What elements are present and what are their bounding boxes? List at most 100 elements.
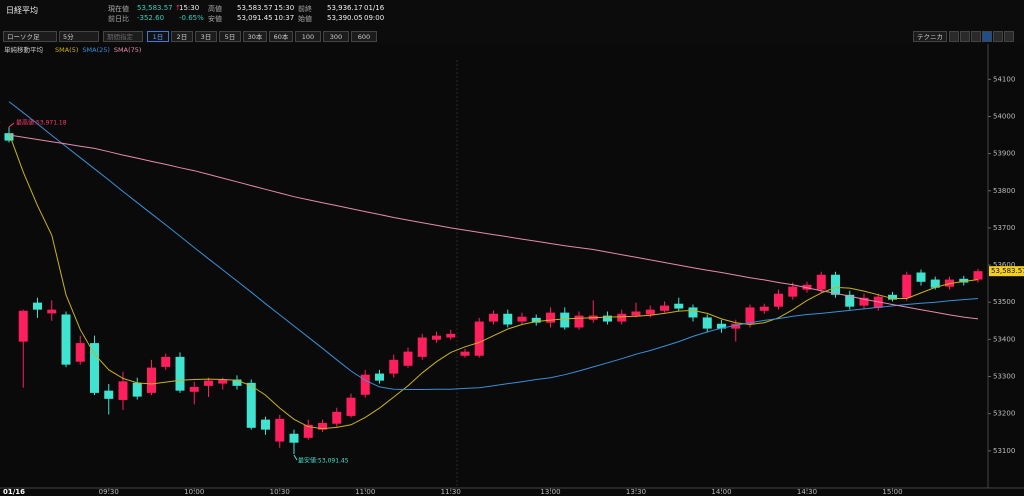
quote-value: 53,583.57 bbox=[237, 4, 273, 12]
x-tick-label: 15:00 bbox=[882, 488, 902, 496]
candle-body bbox=[688, 307, 698, 318]
candle-body bbox=[731, 323, 741, 329]
candle-body bbox=[132, 382, 142, 397]
icon[interactable] bbox=[960, 31, 970, 42]
candle-body bbox=[4, 133, 14, 141]
icon[interactable] bbox=[971, 31, 981, 42]
candle-body bbox=[702, 317, 712, 329]
low-annotation: 最安値:53,091.45 bbox=[298, 457, 349, 465]
period-button[interactable]: 2日 bbox=[171, 31, 193, 42]
y-tick-label: 53600 bbox=[993, 261, 1015, 269]
y-tick-label: 53300 bbox=[993, 373, 1015, 381]
candle-body bbox=[360, 374, 370, 395]
candle-body bbox=[204, 380, 213, 386]
x-tick-label: 14:30 bbox=[797, 488, 817, 496]
quote-extra: 01/16 bbox=[364, 4, 385, 12]
x-tick-label: 10:30 bbox=[270, 488, 290, 496]
y-tick-label: 53900 bbox=[993, 150, 1015, 158]
legend-entry: SMA(25) bbox=[82, 46, 110, 54]
legend-entry: SMA(75) bbox=[114, 46, 142, 54]
period-button[interactable]: 60本 bbox=[269, 31, 293, 42]
interval[interactable]: 5分 bbox=[59, 31, 99, 42]
candle-body bbox=[332, 411, 342, 424]
y-tick-label: 53400 bbox=[993, 335, 1015, 343]
candle-body bbox=[346, 397, 356, 416]
candle-body bbox=[189, 386, 199, 392]
period-button[interactable]: 5日 bbox=[219, 31, 241, 42]
candle-body bbox=[660, 305, 669, 311]
quote-label: 前日比 bbox=[108, 15, 129, 23]
candle-body bbox=[745, 307, 755, 325]
quote-extra: 15:30 bbox=[179, 4, 200, 12]
candle-body bbox=[574, 315, 584, 328]
y-tick-label: 54000 bbox=[993, 112, 1015, 120]
candle-body bbox=[788, 286, 798, 297]
x-tick-label: 13:30 bbox=[626, 488, 646, 496]
candle-body bbox=[104, 390, 114, 399]
candle-body bbox=[375, 373, 384, 381]
y-tick-label: 53800 bbox=[993, 187, 1015, 195]
candle-body bbox=[147, 367, 156, 393]
candle-body bbox=[161, 356, 171, 367]
candle-body bbox=[916, 272, 926, 282]
candle-body bbox=[959, 278, 969, 283]
quote-label: 前終 bbox=[298, 5, 312, 13]
candle-body bbox=[645, 309, 655, 315]
icon[interactable] bbox=[993, 31, 1003, 42]
quote-label: 安値 bbox=[208, 15, 222, 23]
candle-body bbox=[973, 271, 983, 280]
candle-body bbox=[859, 297, 869, 306]
candle-body bbox=[389, 359, 399, 374]
high-annotation: 最高値:53,971.18 bbox=[16, 119, 67, 127]
x-tick-label: 13:00 bbox=[540, 488, 560, 496]
last-price-box bbox=[989, 266, 1024, 277]
candle-body bbox=[489, 313, 498, 322]
y-tick-label: 53200 bbox=[993, 410, 1015, 418]
title: 日経平均 bbox=[6, 6, 38, 15]
candle-body bbox=[902, 274, 912, 298]
sma-line bbox=[8, 134, 979, 320]
candle-body bbox=[945, 279, 954, 287]
icon[interactable] bbox=[949, 31, 959, 42]
quote-extra: 15:30 bbox=[274, 4, 295, 12]
candle-body bbox=[61, 314, 71, 365]
candle-body bbox=[90, 343, 99, 393]
x-tick-label: 11:30 bbox=[441, 488, 461, 496]
candle-body bbox=[845, 294, 855, 307]
candle-body bbox=[18, 310, 28, 342]
candle-body bbox=[546, 312, 555, 323]
candle-body bbox=[47, 309, 57, 314]
candle-body bbox=[603, 315, 612, 322]
period-button[interactable]: 3日 bbox=[195, 31, 217, 42]
x-tick-label: 14:00 bbox=[711, 488, 731, 496]
quote-value: 53,390.05 bbox=[327, 14, 363, 22]
y-tick-label: 53100 bbox=[993, 447, 1015, 455]
candle-body bbox=[118, 381, 128, 400]
candle-body bbox=[759, 306, 769, 311]
candle-body bbox=[802, 284, 812, 290]
quote-value: 53,583.57 bbox=[137, 4, 173, 12]
sma-line bbox=[8, 101, 979, 390]
candle-body bbox=[303, 424, 313, 438]
y-tick-label: 53700 bbox=[993, 224, 1015, 232]
candle-body bbox=[275, 418, 285, 442]
candle-body bbox=[460, 351, 470, 356]
icon[interactable] bbox=[1004, 31, 1014, 42]
candle-body bbox=[218, 379, 228, 384]
chart-kind[interactable]: ローソク足 bbox=[3, 31, 57, 42]
candle-body bbox=[261, 419, 270, 430]
x-tick-label: 11:00 bbox=[355, 488, 375, 496]
candle-body bbox=[674, 303, 684, 309]
plot-bg bbox=[0, 44, 1024, 496]
candle-body bbox=[617, 313, 627, 322]
candle-body bbox=[531, 317, 541, 323]
range[interactable]: 期間指定 bbox=[103, 31, 143, 42]
candle-body bbox=[232, 379, 242, 386]
candle-body bbox=[289, 433, 299, 443]
icon[interactable] bbox=[982, 31, 992, 42]
period-button[interactable]: 30本 bbox=[243, 31, 267, 42]
period-button[interactable]: 1日 bbox=[147, 31, 169, 42]
quote-arrow: ↑ bbox=[175, 4, 181, 12]
